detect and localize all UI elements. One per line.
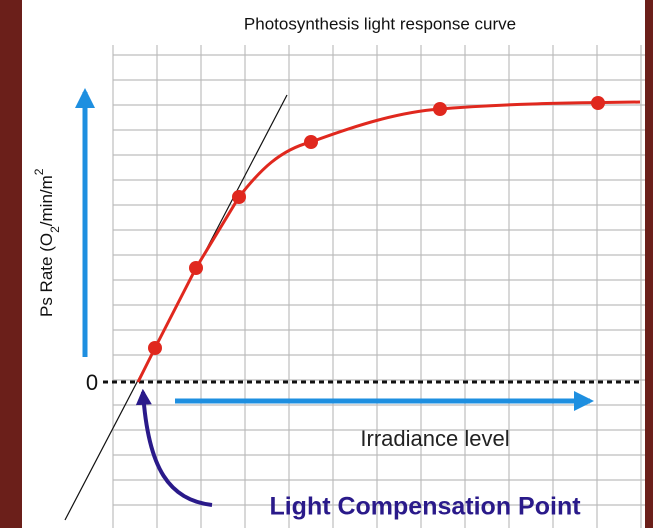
- data-points: [148, 96, 605, 355]
- y-label-sup: 2: [32, 168, 46, 175]
- point: [232, 190, 246, 204]
- y-label-text: Ps Rate (O: [37, 233, 56, 317]
- point: [304, 135, 318, 149]
- title: Photosynthesis light response curve: [244, 14, 516, 33]
- y-label-mid: /min/m: [37, 175, 56, 226]
- response-curve: [136, 100, 641, 383]
- zero-label: 0: [86, 370, 98, 395]
- compensation-arrow: [135, 388, 213, 507]
- point: [148, 341, 162, 355]
- y-label-sub: 2: [48, 226, 62, 233]
- x-label: Irradiance level: [360, 426, 509, 451]
- point: [591, 96, 605, 110]
- y-label: Ps Rate (O2/min/m2: [32, 168, 62, 317]
- point: [189, 261, 203, 275]
- grid: [112, 45, 645, 528]
- annotation: Light Compensation Point: [269, 493, 581, 521]
- y-label-main: Ps Rate (O2/min/m2: [32, 168, 62, 317]
- point: [433, 102, 447, 116]
